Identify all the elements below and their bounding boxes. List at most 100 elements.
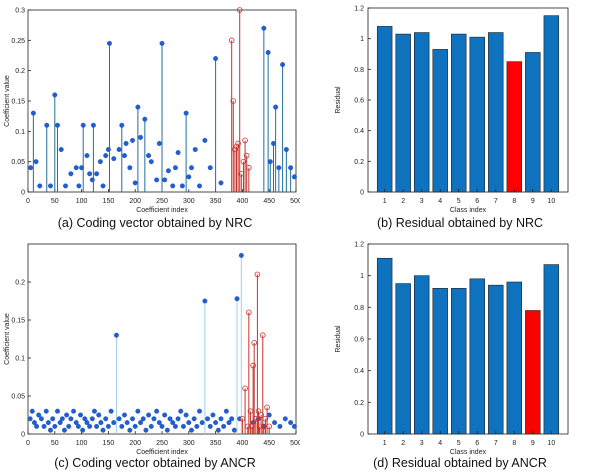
blue-point	[282, 416, 288, 422]
blue-point	[142, 116, 148, 122]
blue-point	[186, 420, 192, 426]
bar	[451, 288, 467, 435]
caption-c: (c) Coding vector obtained by ANCR	[54, 456, 256, 470]
blue-point	[94, 423, 100, 429]
blue-point	[37, 183, 43, 189]
red-point	[230, 98, 237, 104]
blue-point	[124, 420, 130, 426]
blue-point	[87, 423, 93, 429]
x-tick-label: 50	[51, 198, 59, 205]
blue-point	[123, 141, 129, 146]
y-tick-label: 0.6	[354, 98, 364, 105]
blue-point	[156, 420, 162, 426]
x-tick-label: 6	[475, 198, 479, 205]
bar	[395, 33, 411, 193]
x-axis-label: Coefficient index	[136, 449, 188, 456]
blue-point	[73, 165, 79, 171]
x-tick-label: 8	[512, 198, 516, 205]
red-point	[242, 137, 248, 144]
x-tick-label: 1	[383, 198, 387, 205]
x-tick-label: 3	[420, 198, 424, 205]
chart-a-coding-vector-nrc: 0 50 100 150 200 250 300 350 400 450 500 0 0.05 0.1 0.…	[4, 7, 300, 214]
blue-point	[159, 40, 165, 46]
red-point	[255, 408, 262, 415]
x-tick-label: 200	[129, 440, 141, 447]
blue-point	[127, 427, 133, 433]
blue-point	[130, 416, 135, 422]
x-tick-label: 100	[76, 198, 88, 205]
blue-point	[213, 420, 219, 426]
blue-point	[280, 62, 286, 68]
blue-point	[63, 183, 68, 189]
blue-point	[82, 416, 88, 422]
blue-point	[229, 416, 235, 422]
red-point	[235, 140, 241, 147]
blue-point	[78, 412, 83, 418]
blue-point	[221, 423, 227, 429]
blue-point	[135, 104, 141, 110]
bar	[432, 49, 448, 193]
blue-point	[276, 165, 282, 171]
x-tick-label: 4	[438, 198, 442, 205]
blue-point	[197, 183, 202, 189]
x-tick-label: 150	[103, 440, 115, 447]
blue-point	[116, 147, 122, 152]
x-tick-label: 100	[76, 440, 88, 447]
blue-point	[218, 416, 224, 422]
blue-point	[84, 153, 90, 159]
y-axis-label: Coefficient value	[4, 313, 11, 365]
blue-point	[175, 150, 181, 156]
blue-point	[89, 416, 95, 422]
blue-point	[30, 110, 36, 116]
blue-point	[34, 423, 40, 429]
bar	[488, 32, 504, 193]
y-tick-label: 0.8	[354, 67, 364, 74]
blue-point	[143, 427, 149, 433]
blue-point	[58, 147, 64, 152]
blue-point	[68, 171, 74, 177]
blue-point	[92, 408, 97, 414]
red-point	[259, 332, 266, 338]
bar	[525, 52, 541, 193]
blue-point	[226, 420, 232, 426]
blue-point	[130, 137, 135, 143]
y-tick-label: 0	[360, 190, 364, 197]
blue-point	[61, 427, 67, 433]
blue-point	[103, 153, 109, 159]
blue-point	[84, 420, 90, 426]
blue-point	[146, 153, 152, 159]
blue-point	[55, 408, 60, 414]
red-point	[258, 412, 264, 418]
blue-point	[116, 416, 122, 422]
x-tick-label: 500	[290, 440, 300, 447]
blue-point	[207, 165, 213, 171]
blue-point	[277, 423, 283, 429]
blue-point	[272, 420, 278, 426]
y-tick-label: 0.6	[354, 337, 364, 344]
blue-point	[165, 168, 171, 174]
blue-point	[267, 159, 273, 165]
blue-point	[57, 420, 63, 426]
x-tick-label: 300	[183, 198, 195, 205]
y-tick-label: 0	[21, 432, 25, 439]
y-tick-label: 0.05	[11, 159, 25, 166]
blue-point	[59, 416, 65, 422]
blue-point	[55, 122, 60, 128]
blue-point	[186, 174, 192, 180]
red-point	[261, 423, 267, 430]
y-axis-label: Coefficient value	[4, 75, 11, 127]
y-tick-label: 1	[360, 273, 364, 280]
bar	[469, 36, 485, 193]
y-tick-label: 0.3	[15, 8, 25, 15]
blue-point	[162, 412, 168, 418]
y-tick-label: 0.8	[354, 305, 364, 312]
y-tick-label: 0.25	[11, 38, 25, 45]
blue-point	[45, 420, 51, 426]
blue-point	[100, 183, 106, 189]
bar	[525, 310, 541, 435]
blue-point	[80, 122, 86, 128]
blue-point	[288, 165, 294, 171]
blue-point	[156, 141, 162, 146]
blue-point	[98, 420, 104, 426]
blue-point	[48, 427, 53, 433]
